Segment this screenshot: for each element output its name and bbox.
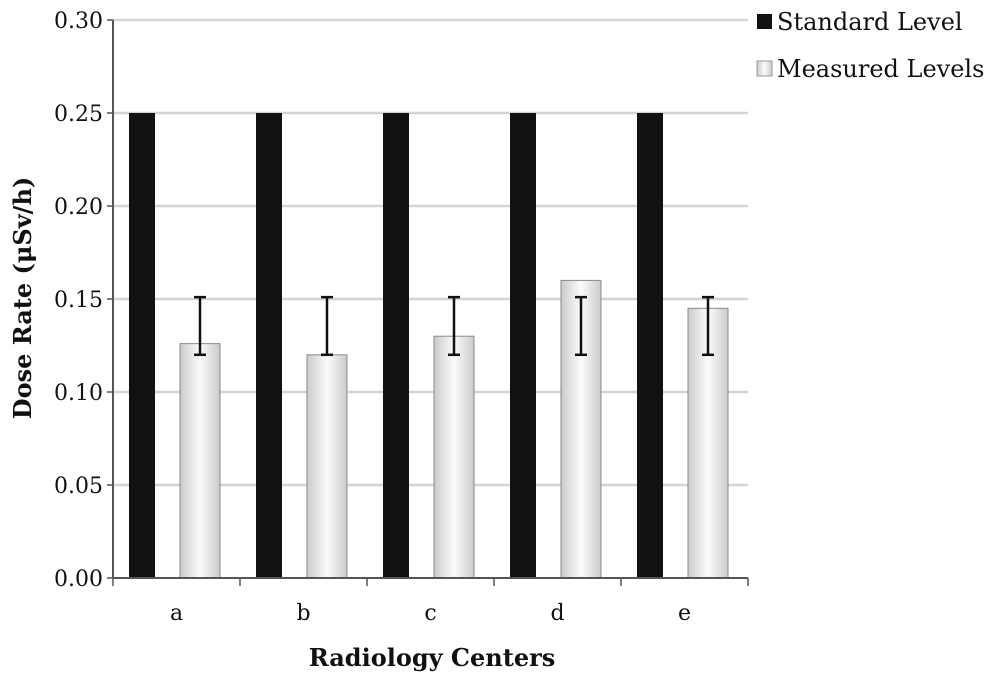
y-tick-label: 0.20: [54, 195, 103, 220]
y-tick-label: 0.25: [54, 102, 103, 127]
bar-measured: [433, 335, 475, 579]
y-axis-ticks: 0.00 0.05 0.10 0.15 0.20 0.25 0.30: [54, 9, 113, 592]
x-tick-label: c: [424, 601, 436, 626]
bar-standard: [256, 113, 282, 578]
bar-measured: [306, 354, 348, 579]
bar-standard: [383, 113, 409, 578]
axes: [112, 20, 748, 579]
legend-swatch-standard: [757, 14, 772, 29]
x-tick-label: b: [296, 601, 310, 626]
x-axis-title: Radiology Centers: [309, 643, 556, 672]
legend-item-measured: Measured Levels: [756, 55, 984, 83]
legend-label-standard: Standard Level: [777, 8, 963, 36]
bar-standard: [510, 113, 536, 578]
legend: Standard Level Measured Levels: [756, 8, 984, 83]
bars: [129, 113, 729, 579]
y-tick-label: 0.00: [54, 567, 103, 592]
y-axis-title: Dose Rate (μSv/h): [8, 177, 37, 419]
x-axis-ticks: a b c d e: [112, 578, 749, 626]
bar-standard: [637, 113, 663, 578]
bar-measured: [179, 343, 221, 579]
y-tick-label: 0.05: [54, 474, 103, 499]
legend-item-standard: Standard Level: [757, 8, 963, 36]
legend-swatch-measured: [756, 60, 773, 77]
y-tick-label: 0.30: [54, 9, 103, 34]
y-tick-label: 0.15: [54, 288, 103, 313]
x-tick-label: e: [678, 601, 691, 626]
x-tick-label: d: [550, 601, 564, 626]
y-tick-label: 0.10: [54, 381, 103, 406]
legend-label-measured: Measured Levels: [777, 55, 984, 83]
x-tick-label: a: [170, 601, 183, 626]
bar-standard: [129, 113, 155, 578]
